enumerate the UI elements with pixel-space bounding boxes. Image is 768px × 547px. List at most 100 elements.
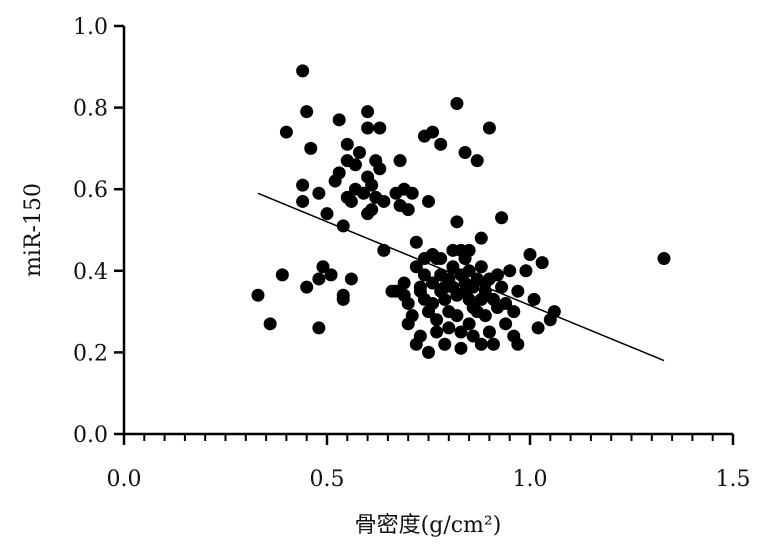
data-point: [251, 288, 265, 302]
data-point: [474, 231, 488, 245]
data-point: [332, 113, 346, 127]
data-point: [491, 301, 505, 315]
data-point: [478, 309, 492, 323]
x-axis-title: 骨密度(g/cm²): [355, 513, 502, 538]
data-point: [495, 211, 509, 225]
data-point: [397, 276, 411, 290]
data-point: [340, 137, 354, 151]
data-point: [312, 272, 326, 286]
data-point: [462, 317, 476, 331]
data-point: [409, 337, 423, 351]
x-tick-label: 0.0: [107, 467, 142, 492]
data-point: [430, 313, 444, 327]
data-point: [336, 219, 350, 233]
data-point: [361, 121, 375, 135]
data-point: [474, 292, 488, 306]
data-point: [316, 260, 330, 274]
data-point: [405, 186, 419, 200]
data-point: [422, 194, 435, 208]
data-point: [486, 337, 500, 351]
y-tick-label: 0.6: [73, 178, 108, 203]
data-point: [413, 280, 427, 294]
y-tick-label: 0.4: [73, 260, 108, 285]
data-point: [511, 337, 525, 351]
data-point: [361, 105, 375, 119]
data-point: [417, 268, 431, 282]
data-point: [495, 280, 509, 294]
data-point: [397, 288, 411, 302]
y-tick-label: 0.8: [73, 97, 108, 122]
data-point: [296, 64, 310, 78]
data-point: [438, 292, 452, 306]
data-point: [409, 235, 423, 249]
data-point: [438, 280, 452, 294]
data-point: [466, 301, 480, 315]
data-point: [454, 325, 468, 339]
data-point: [300, 105, 314, 119]
data-point: [417, 252, 431, 266]
y-tick-label: 0.0: [73, 423, 108, 448]
data-point: [296, 194, 310, 208]
data-point: [450, 309, 464, 323]
data-point: [499, 317, 513, 331]
data-point: [535, 256, 549, 270]
data-point: [373, 162, 387, 176]
y-tick-label: 1.0: [73, 15, 108, 40]
data-point: [474, 260, 488, 274]
data-point: [442, 321, 456, 335]
data-point: [446, 260, 460, 274]
data-point: [426, 125, 440, 139]
data-point: [422, 345, 435, 359]
data-point: [507, 305, 521, 319]
data-point: [312, 321, 326, 335]
data-point: [438, 337, 452, 351]
data-point: [344, 194, 358, 208]
data-point: [434, 252, 448, 266]
data-point: [657, 252, 671, 266]
data-point: [434, 137, 448, 151]
data-point: [503, 264, 517, 278]
data-point: [523, 247, 537, 261]
data-point: [474, 337, 488, 351]
x-tick-label: 1.0: [513, 467, 548, 492]
data-point: [426, 296, 440, 310]
data-point: [482, 325, 496, 339]
data-point: [373, 121, 387, 135]
data-point: [365, 178, 379, 192]
data-point: [377, 194, 391, 208]
data-point: [462, 264, 476, 278]
data-point: [482, 121, 496, 135]
data-point: [336, 288, 350, 302]
y-axis-title: miR-150: [21, 183, 46, 277]
data-point: [454, 341, 468, 355]
data-point: [324, 268, 338, 282]
y-tick-label: 0.2: [73, 341, 108, 366]
x-tick-label: 1.5: [716, 467, 751, 492]
data-point: [458, 284, 472, 298]
data-point: [547, 305, 561, 319]
data-point: [511, 284, 525, 298]
data-point: [332, 166, 346, 180]
data-point: [401, 317, 415, 331]
data-point: [348, 158, 362, 172]
data-point: [519, 264, 533, 278]
data-point: [462, 243, 476, 257]
data-point: [300, 280, 314, 294]
data-point: [263, 317, 277, 331]
data-point: [409, 260, 423, 274]
data-point: [304, 141, 318, 155]
data-point: [312, 186, 326, 200]
data-point: [491, 268, 505, 282]
data-point: [279, 125, 293, 139]
data-point: [352, 145, 366, 159]
data-point: [458, 145, 472, 159]
data-point: [275, 268, 289, 282]
data-point: [393, 154, 407, 168]
data-point: [320, 207, 334, 221]
data-point: [466, 329, 480, 343]
data-point: [527, 292, 541, 306]
data-point: [344, 272, 358, 286]
data-point: [450, 97, 464, 111]
data-point: [478, 276, 492, 290]
